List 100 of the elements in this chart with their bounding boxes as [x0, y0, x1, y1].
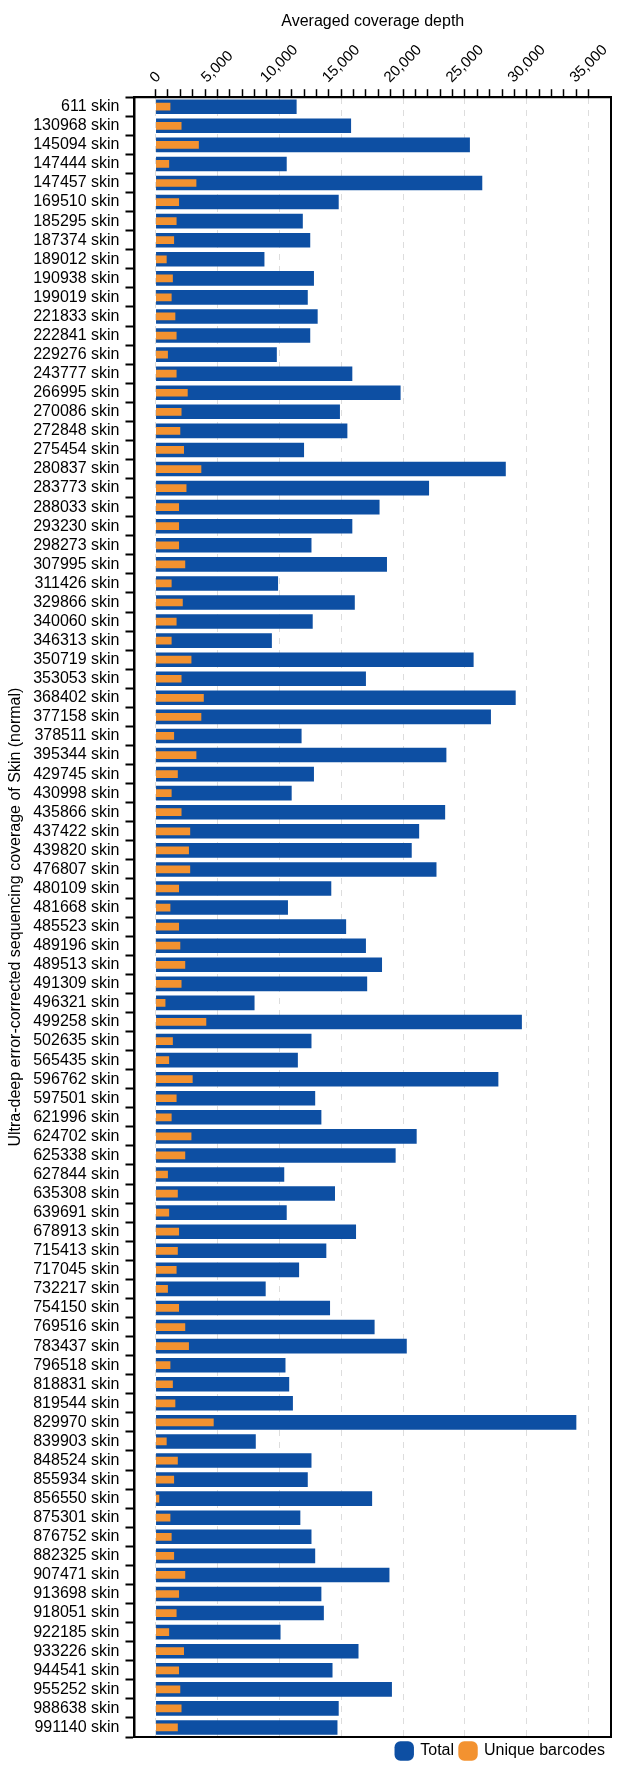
y-tick-label: 481668 skin — [33, 897, 120, 915]
bar — [156, 938, 366, 953]
bar — [156, 1300, 331, 1316]
bar — [156, 446, 184, 454]
y-tick-label: 229276 skin — [33, 345, 120, 363]
bar — [156, 480, 430, 496]
bar — [156, 709, 491, 725]
bar — [156, 1548, 316, 1564]
bar — [156, 824, 420, 839]
bar — [156, 1323, 186, 1331]
bar — [156, 499, 380, 515]
bar — [156, 865, 191, 874]
bar — [156, 1304, 180, 1312]
bar — [156, 900, 288, 915]
y-tick-label: 875301 skin — [33, 1508, 120, 1526]
bar — [156, 652, 474, 667]
y-tick-label: 429745 skin — [33, 764, 120, 782]
y-tick-label: 266995 skin — [33, 383, 120, 401]
bar — [156, 1170, 168, 1179]
y-tick-label: 489196 skin — [33, 936, 120, 954]
y-tick-label: 621996 skin — [33, 1107, 120, 1125]
bar — [156, 804, 446, 820]
bar — [156, 1037, 173, 1045]
y-tick-label: 395344 skin — [33, 745, 120, 763]
bar — [156, 1475, 175, 1484]
y-tick-label: 933226 skin — [33, 1641, 120, 1659]
bar — [156, 156, 287, 172]
bar — [156, 1529, 312, 1545]
bar — [156, 633, 272, 648]
bar — [156, 1090, 316, 1106]
bar — [156, 461, 506, 477]
y-tick-label: 272848 skin — [33, 421, 120, 439]
bar — [156, 1624, 281, 1640]
bar — [156, 576, 279, 591]
bar — [156, 518, 353, 534]
bar — [156, 1052, 298, 1068]
bar — [156, 808, 182, 817]
bar — [156, 1666, 180, 1675]
bar — [156, 1113, 172, 1122]
bar — [156, 1018, 207, 1026]
bar — [156, 1513, 171, 1522]
bar — [156, 1151, 186, 1160]
y-tick-label: 611 skin — [61, 97, 120, 115]
y-tick-label: 288033 skin — [33, 497, 120, 515]
y-tick-label: 907471 skin — [33, 1565, 120, 1583]
y-tick-label: 819544 skin — [33, 1393, 120, 1411]
bar — [156, 274, 173, 283]
y-tick-label: 754150 skin — [33, 1298, 120, 1316]
y-tick-label: 496321 skin — [33, 993, 120, 1011]
bar — [156, 1167, 285, 1182]
bar — [156, 1357, 286, 1373]
bar — [156, 423, 348, 439]
y-tick-label: 678913 skin — [33, 1222, 120, 1240]
bar — [156, 1281, 266, 1297]
bar — [156, 1376, 290, 1392]
bar — [156, 1567, 390, 1583]
bar — [156, 213, 303, 229]
bar — [156, 118, 352, 134]
y-tick-label: 491309 skin — [33, 974, 120, 992]
y-tick-label: 270086 skin — [33, 402, 120, 420]
bar — [156, 614, 313, 629]
y-tick-label: 353053 skin — [33, 669, 120, 687]
bar — [156, 827, 191, 836]
y-tick-label: 624702 skin — [33, 1126, 120, 1144]
bar — [156, 789, 172, 798]
bar — [156, 1723, 178, 1732]
bar — [156, 1647, 184, 1656]
bar — [156, 1380, 173, 1389]
bar — [156, 1246, 178, 1255]
bar — [156, 1208, 170, 1217]
bar — [156, 366, 353, 381]
bar — [156, 427, 181, 435]
bar — [156, 862, 437, 877]
bar — [156, 1453, 312, 1468]
bar — [156, 1682, 392, 1697]
y-tick-label: 502635 skin — [33, 1031, 120, 1049]
y-tick-label: 307995 skin — [33, 554, 120, 572]
bar — [156, 1720, 338, 1735]
bar — [156, 293, 172, 302]
y-tick-label: 732217 skin — [33, 1279, 120, 1297]
y-tick-label: 145094 skin — [33, 135, 120, 153]
bar — [156, 560, 186, 569]
bar — [156, 881, 332, 896]
bar — [156, 1075, 193, 1084]
legend-label: Total — [420, 1741, 455, 1759]
bar — [156, 595, 355, 610]
bar — [156, 999, 166, 1007]
y-tick-label: 329866 skin — [33, 592, 120, 610]
bar — [156, 728, 302, 744]
y-tick-label: 283773 skin — [33, 478, 120, 496]
y-tick-label: 796518 skin — [33, 1355, 120, 1373]
bar — [156, 598, 183, 607]
y-tick-label: 185295 skin — [33, 211, 120, 229]
bar — [156, 179, 197, 187]
y-tick-label: 944541 skin — [33, 1660, 120, 1678]
y-tick-label: 476807 skin — [33, 859, 120, 877]
y-tick-label: 222841 skin — [33, 325, 120, 343]
bar — [156, 251, 265, 267]
y-tick-label: 340060 skin — [33, 611, 120, 629]
bar — [156, 1186, 335, 1201]
